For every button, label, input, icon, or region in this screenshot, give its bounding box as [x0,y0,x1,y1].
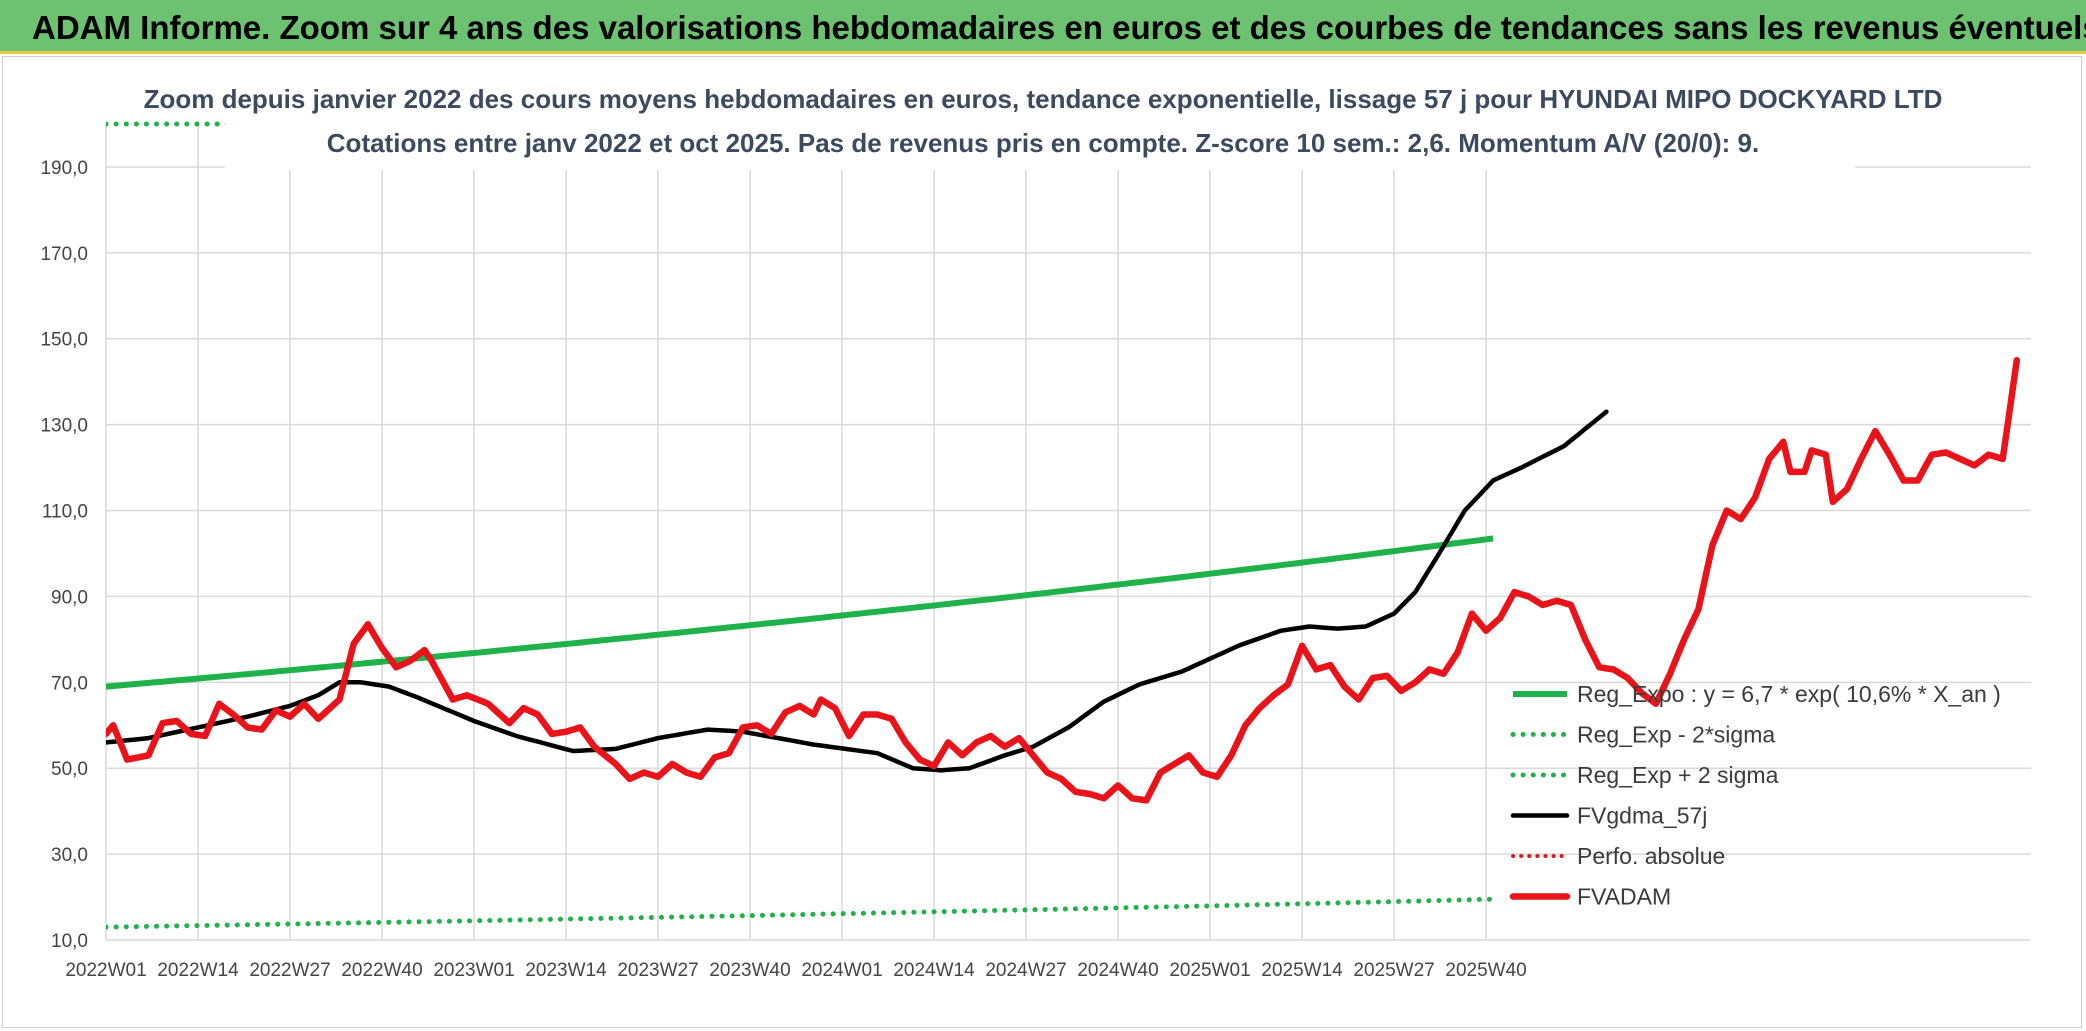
chart-title: Zoom depuis janvier 2022 des cours moyen… [144,84,1943,114]
x-tick-label: 2022W14 [157,960,239,981]
y-tick-label: 190,0 [40,158,88,179]
x-tick-label: 2023W40 [709,960,790,981]
x-tick-label: 2024W01 [801,960,882,981]
report-banner: ADAM Informe. Zoom sur 4 ans des valoris… [0,0,2086,54]
legend-label: Reg_Exp + 2 sigma [1577,762,1779,788]
series-layer [106,121,2021,930]
legend-label: Reg_Exp - 2*sigma [1577,722,1775,748]
x-tick-label: 2024W40 [1077,960,1158,981]
y-tick-label: 70,0 [51,673,88,694]
legend: Reg_Expo : y = 6,7 * exp( 10,6% * X_an )… [1509,681,2001,910]
series-line [106,356,2021,804]
x-tick-label: 2024W27 [985,960,1066,981]
x-tick-label: 2022W01 [65,960,146,981]
y-tick-label: 130,0 [40,416,88,437]
chart-subtitle: Cotations entre janv 2022 et oct 2025. P… [327,128,1759,158]
y-tick-label: 150,0 [40,330,88,351]
y-tick-label: 170,0 [40,244,88,265]
x-tick-label: 2023W27 [617,960,698,981]
y-tick-label: 10,0 [51,931,88,952]
y-tick-label: 30,0 [51,845,88,866]
series-line [106,896,1496,930]
x-tick-label: 2025W14 [1261,960,1343,981]
series-line [106,535,1494,690]
x-tick-label: 2024W14 [893,960,975,981]
y-tick-label: 50,0 [51,759,88,780]
x-tick-label: 2025W27 [1353,960,1434,981]
title-backdrop [225,78,1855,170]
x-axis-ticks: 2022W01 2022W14 2022W27 2022W40 2023W01 2023W… [65,960,1526,981]
y-tick-label: 110,0 [42,502,88,523]
series-line [106,409,1609,773]
legend-label: Perfo. absolue [1577,843,1725,869]
y-axis-ticks: 10,0 30,0 50,0 70,0 90,0 110,0 130,0 150,0 170,0… [40,158,88,952]
chart-frame [2,56,2082,1028]
x-tick-label: 2023W14 [525,960,607,981]
x-tick-label: 2022W40 [341,960,422,981]
x-tick-label: 2025W40 [1445,960,1526,981]
legend-label: FVgdma_57j [1577,803,1707,829]
y-tick-label: 90,0 [51,587,88,608]
legend-label: Reg_Expo : y = 6,7 * exp( 10,6% * X_an ) [1577,681,2001,707]
grid [105,124,2031,941]
x-tick-label: 2022W27 [249,960,330,981]
x-tick-label: 2025W01 [1169,960,1250,981]
banner-title: ADAM Informe. Zoom sur 4 ans des valoris… [32,9,2086,46]
legend-label: FVADAM [1577,884,1671,910]
x-tick-label: 2023W01 [433,960,514,981]
